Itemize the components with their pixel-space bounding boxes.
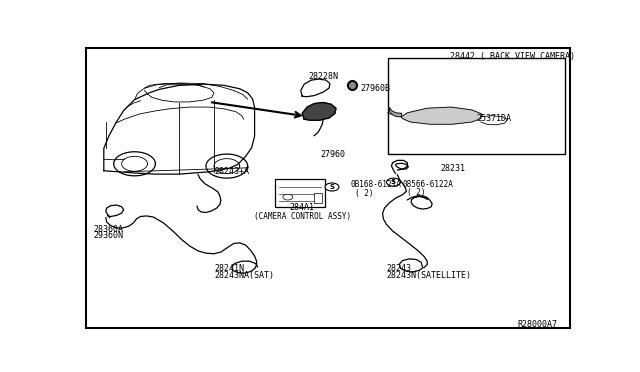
Circle shape — [283, 194, 292, 200]
Polygon shape — [401, 107, 482, 124]
Text: 28243: 28243 — [387, 264, 412, 273]
Text: S: S — [391, 179, 396, 185]
Text: 28243N(SATELLITE): 28243N(SATELLITE) — [387, 271, 472, 280]
Text: 28228N: 28228N — [308, 72, 338, 81]
Bar — [388, 58, 565, 154]
Text: 0B168-6121A: 0B168-6121A — [351, 180, 402, 189]
Text: 27960B: 27960B — [360, 84, 390, 93]
Text: 284A1: 284A1 — [290, 203, 315, 212]
Circle shape — [387, 178, 401, 186]
Text: 28231: 28231 — [440, 164, 465, 173]
Text: (CAMERA CONTROL ASSY): (CAMERA CONTROL ASSY) — [253, 212, 351, 221]
Text: 28243+A: 28243+A — [215, 167, 250, 176]
Text: 28243NA(SAT): 28243NA(SAT) — [215, 271, 275, 280]
Text: 28360A: 28360A — [94, 225, 124, 234]
Polygon shape — [390, 108, 401, 117]
Polygon shape — [302, 103, 336, 120]
Text: ( 2): ( 2) — [355, 189, 374, 198]
Text: 28241N: 28241N — [215, 264, 245, 273]
Text: 27960: 27960 — [321, 150, 346, 158]
Text: 28442 ( BACK VIEW CAMERA): 28442 ( BACK VIEW CAMERA) — [450, 52, 575, 61]
Bar — [275, 179, 325, 207]
Text: 25371DA: 25371DA — [477, 114, 512, 123]
Circle shape — [325, 183, 339, 191]
Text: ( 2): ( 2) — [407, 188, 426, 197]
Text: 29360N: 29360N — [94, 231, 124, 240]
Bar — [314, 193, 322, 203]
Text: S: S — [330, 184, 335, 190]
Text: R28000A7: R28000A7 — [517, 320, 557, 329]
Text: 08566-6122A: 08566-6122A — [403, 180, 453, 189]
